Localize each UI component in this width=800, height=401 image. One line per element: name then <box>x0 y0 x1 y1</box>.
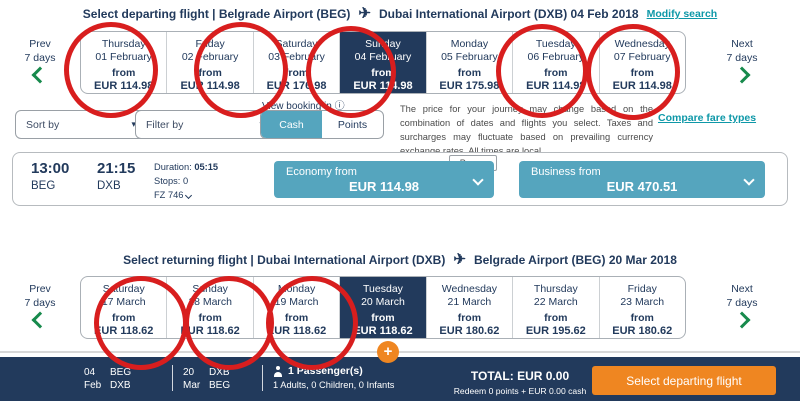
departing-next-button[interactable]: Next 7 days <box>710 37 774 85</box>
next-label: Next <box>731 38 753 50</box>
compare-fare-types-link[interactable]: Compare fare types <box>658 112 757 124</box>
date-cell-20-mar-selected[interactable]: Tuesday 20 March from EUR 118.62 <box>339 277 426 338</box>
returning-next-button[interactable]: Next 7 days <box>710 282 774 330</box>
passenger-count: 1 Passenger(s) <box>288 365 363 377</box>
plane-icon: ✈ <box>453 251 466 268</box>
date-cell-18-mar[interactable]: Sunday 18 March from EUR 118.62 <box>166 277 252 338</box>
flight-result-card: 13:00 BEG 21:15 DXB Duration: 05:15 Stop… <box>12 152 788 206</box>
total-amount: TOTAL: EUR 0.00 <box>470 369 570 383</box>
info-icon[interactable]: ⓘ <box>334 101 345 112</box>
arrival-time-block: 21:15 DXB <box>97 160 135 192</box>
chevron-left-icon <box>31 311 49 329</box>
departing-destination: Dubai International Airport (DXB) 04 Feb… <box>378 7 639 21</box>
departing-title: Select departing flight | Belgrade Airpo… <box>82 7 351 21</box>
passenger-icon <box>273 365 283 377</box>
divider <box>172 365 173 391</box>
date-cell-02-feb[interactable]: Friday 02 February from EUR 114.98 <box>166 32 252 93</box>
duration-value: 05:15 <box>194 162 219 172</box>
points-toggle-option[interactable]: Points <box>337 118 368 131</box>
departing-date-carousel: Thursday 01 February from EUR 114.98 Fri… <box>80 31 686 94</box>
add-details-plus-button[interactable]: + <box>377 341 399 363</box>
flight-details: Duration: 05:15 Stops: 0 FZ 746 <box>154 162 219 202</box>
returning-date-carousel: Saturday 17 March from EUR 118.62 Sunday… <box>80 276 686 339</box>
returning-title: Select returning flight | Dubai Internat… <box>123 253 446 267</box>
next-sublabel: 7 days <box>726 52 758 64</box>
date-cell-07-feb[interactable]: Wednesday 07 February from EUR 114.98 <box>598 32 685 93</box>
business-fare-button[interactable]: Business from EUR 470.51 <box>519 161 765 198</box>
sort-by-dropdown[interactable]: Sort by ▾ <box>15 110 147 139</box>
arrival-code: DXB <box>97 180 121 192</box>
modify-search-link[interactable]: Modify search <box>646 8 718 20</box>
date-cell-04-feb-selected[interactable]: Sunday 04 February from EUR 114.98 <box>339 32 426 93</box>
caret-down-icon: ▾ <box>131 119 136 129</box>
view-booking-label: View booking in ⓘ <box>262 101 345 112</box>
business-price: EUR 470.51 <box>606 179 678 194</box>
date-cell-05-feb[interactable]: Monday 05 February from EUR 175.98 <box>425 32 512 93</box>
total-block: TOTAL: EUR 0.00 Redeem 0 points + EUR 0.… <box>445 369 595 396</box>
divider <box>0 351 800 353</box>
cash-toggle-option[interactable]: Cash <box>261 111 322 138</box>
returning-prev-button[interactable]: Prev 7 days <box>8 282 72 330</box>
date-cell-21-mar[interactable]: Wednesday 21 March from EUR 180.62 <box>425 277 512 338</box>
returning-destination: Belgrade Airport (BEG) 20 Mar 2018 <box>473 253 677 267</box>
return-summary: 20 DXB Mar BEG <box>183 367 231 391</box>
date-cell-01-feb[interactable]: Thursday 01 February from EUR 114.98 <box>94 38 154 92</box>
economy-price: EUR 114.98 <box>348 179 420 194</box>
chevron-down-icon <box>185 191 193 200</box>
date-cell-22-mar[interactable]: Thursday 22 March from EUR 195.62 <box>512 277 598 338</box>
stops: Stops: 0 <box>154 176 189 186</box>
departing-header: Select departing flight | Belgrade Airpo… <box>0 5 800 22</box>
currency-toggle: Cash Points <box>260 110 384 139</box>
departure-time-block: 13:00 BEG <box>31 160 69 192</box>
select-departing-flight-button[interactable]: Select departing flight <box>592 366 776 395</box>
departure-code: BEG <box>31 180 56 192</box>
chevron-right-icon <box>733 311 751 329</box>
arrival-time: 21:15 <box>97 160 136 177</box>
redeem-detail: Redeem 0 points + EUR 0.00 cash <box>453 386 587 396</box>
flight-number-toggle[interactable]: FZ 746 <box>154 188 218 202</box>
prev-sublabel: 7 days <box>24 52 56 64</box>
date-cell-19-mar[interactable]: Monday 19 March from EUR 118.62 <box>252 277 339 338</box>
chevron-right-icon <box>733 66 751 84</box>
plane-icon: ✈ <box>358 5 371 22</box>
date-cell-03-feb[interactable]: Saturday 03 February from EUR 176.98 <box>252 32 339 93</box>
chevron-left-icon <box>31 66 49 84</box>
date-cell-23-mar[interactable]: Friday 23 March from EUR 180.62 <box>598 277 685 338</box>
passenger-summary: 1 Passenger(s) 1 Adults, 0 Children, 0 I… <box>273 365 394 390</box>
departure-time: 13:00 <box>31 160 70 177</box>
economy-fare-button[interactable]: Economy from EUR 114.98 <box>274 161 494 198</box>
filter-by-dropdown[interactable]: Filter by ▾ <box>135 110 275 139</box>
divider <box>262 365 263 391</box>
date-cell-06-feb[interactable]: Tuesday 06 February from EUR 114.98 <box>512 32 598 93</box>
passenger-detail: 1 Adults, 0 Children, 0 Infants <box>273 380 395 390</box>
outbound-summary: 04 BEG Feb DXB <box>84 367 132 391</box>
departing-prev-button[interactable]: Prev 7 days <box>8 37 72 85</box>
returning-header: Select returning flight | Dubai Internat… <box>0 251 800 268</box>
prev-label: Prev <box>29 38 51 50</box>
price-disclaimer-text: The price for your journey may change ba… <box>400 104 653 156</box>
date-cell-17-mar[interactable]: Saturday 17 March from EUR 118.62 <box>94 283 154 337</box>
